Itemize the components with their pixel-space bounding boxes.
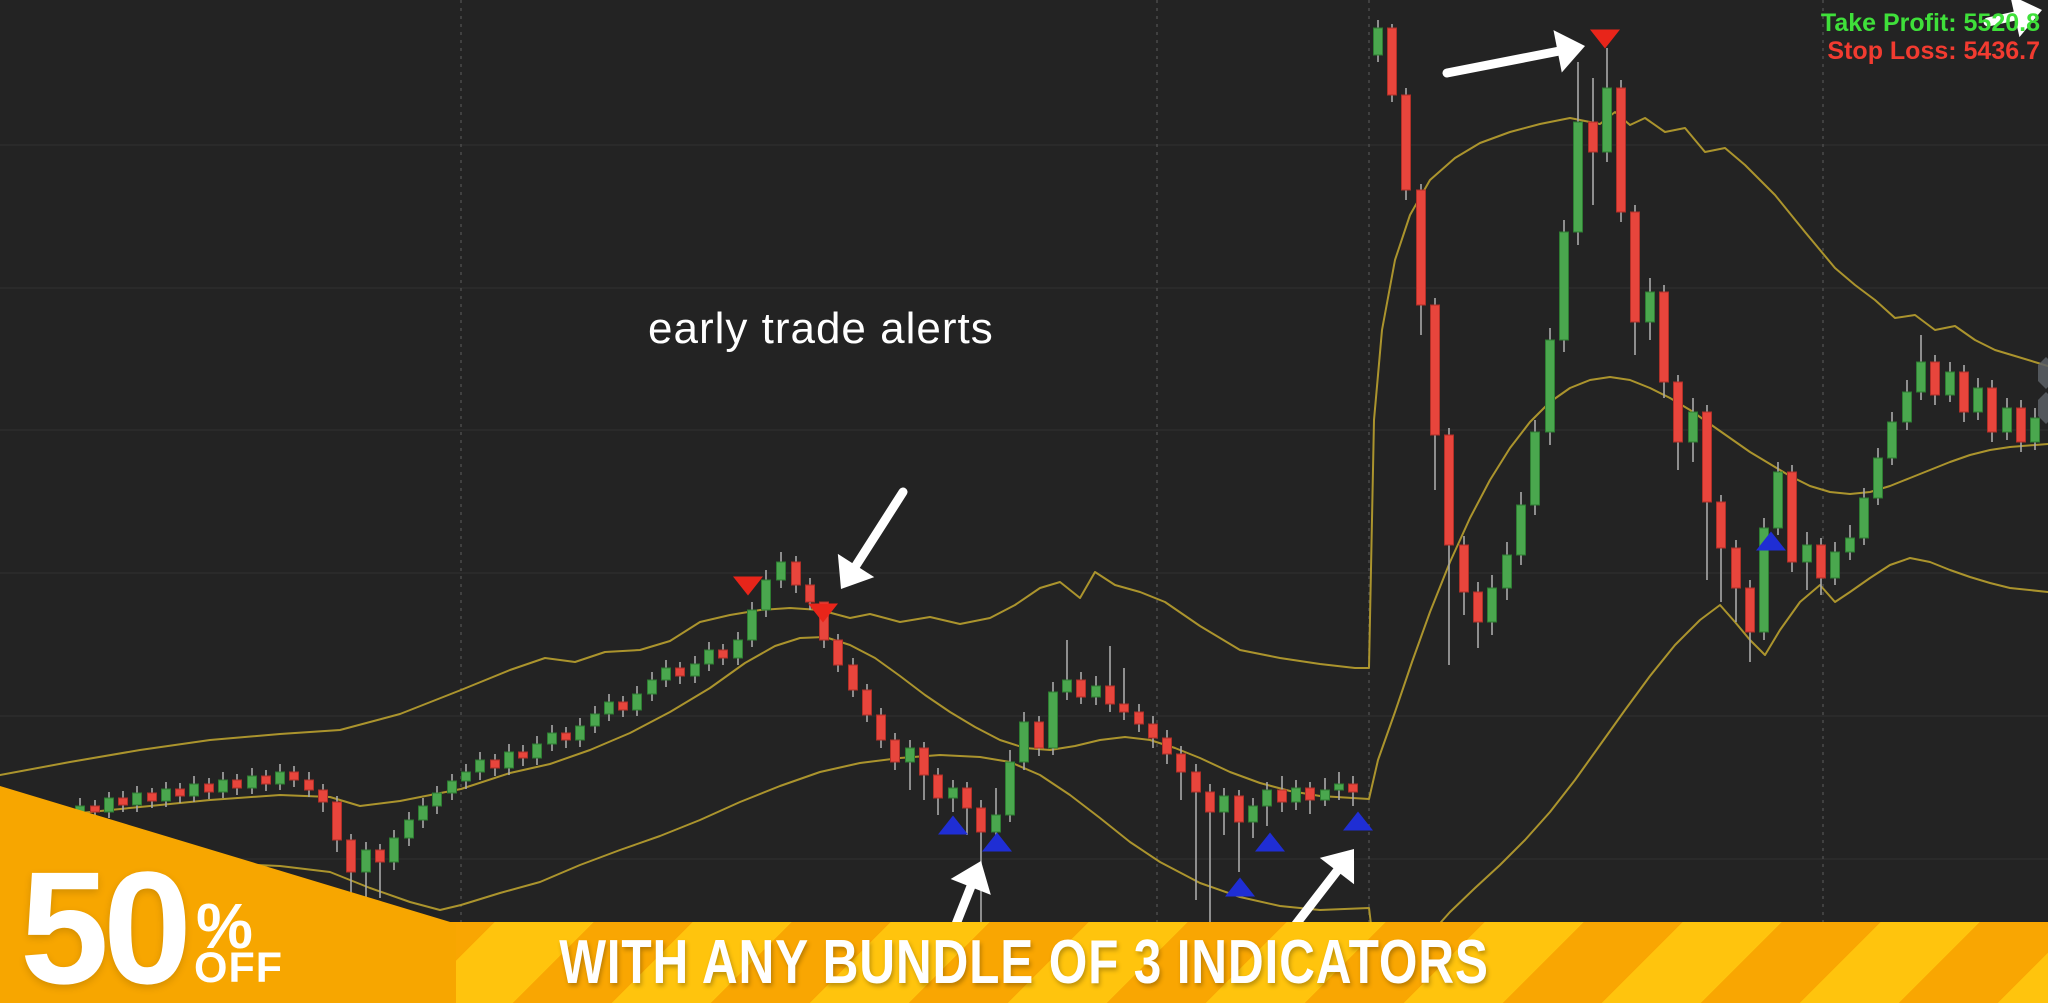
early-trade-alerts-label: early trade alerts — [648, 304, 994, 353]
stop-loss-label: Stop Loss: 5436.7 — [1827, 37, 2040, 65]
price-scale-handle-icon[interactable] — [2038, 357, 2048, 424]
banner-text: WITH ANY BUNDLE OF 3 INDICATORS — [559, 928, 1489, 997]
take-profit-label: Take Profit: 5520.8 — [1820, 9, 2040, 37]
